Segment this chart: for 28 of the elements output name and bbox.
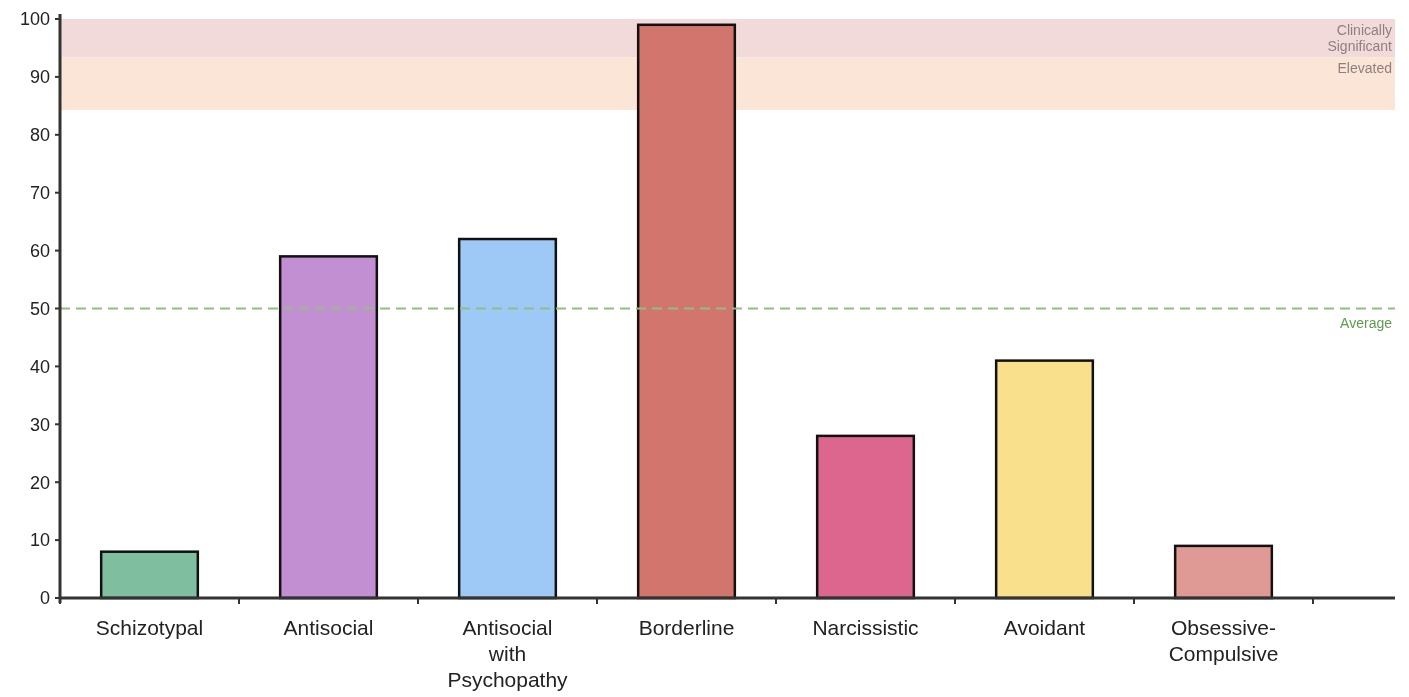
y-tick-label: 80 xyxy=(29,125,50,146)
band-label: Elevated xyxy=(1337,60,1392,77)
ref-line-label: Average xyxy=(1340,314,1393,331)
x-tick-label: Antisocial xyxy=(283,616,374,639)
y-tick-label: 20 xyxy=(29,472,50,493)
x-tick-label: Antisocial with Psychopathy xyxy=(447,616,569,691)
x-tick-label: Avoidant xyxy=(1003,616,1086,639)
bar xyxy=(457,237,558,600)
band-label: Clinically Significant xyxy=(1327,22,1393,54)
y-tick-label: 0 xyxy=(39,588,50,609)
bar xyxy=(99,550,200,600)
bar xyxy=(278,255,379,600)
y-tick-label: 40 xyxy=(29,356,50,377)
bar xyxy=(815,434,916,600)
bar xyxy=(636,23,737,600)
x-tick-label: Borderline xyxy=(638,616,735,639)
y-tick-label: 60 xyxy=(29,240,50,261)
y-tick-label: 70 xyxy=(29,183,50,203)
y-tick-label: 100 xyxy=(19,9,50,30)
x-tick-label: Schizotypal xyxy=(95,616,204,639)
bar xyxy=(1173,544,1274,600)
bar xyxy=(994,359,1095,600)
x-tick-label: Narcissistic xyxy=(812,616,919,639)
y-tick-label: 90 xyxy=(29,67,50,88)
x-tick-label: Obsessive-Compulsive xyxy=(1168,616,1279,665)
y-tick-label: 50 xyxy=(29,298,50,319)
y-tick-label: 30 xyxy=(29,414,50,435)
y-tick-label: 10 xyxy=(29,530,50,551)
